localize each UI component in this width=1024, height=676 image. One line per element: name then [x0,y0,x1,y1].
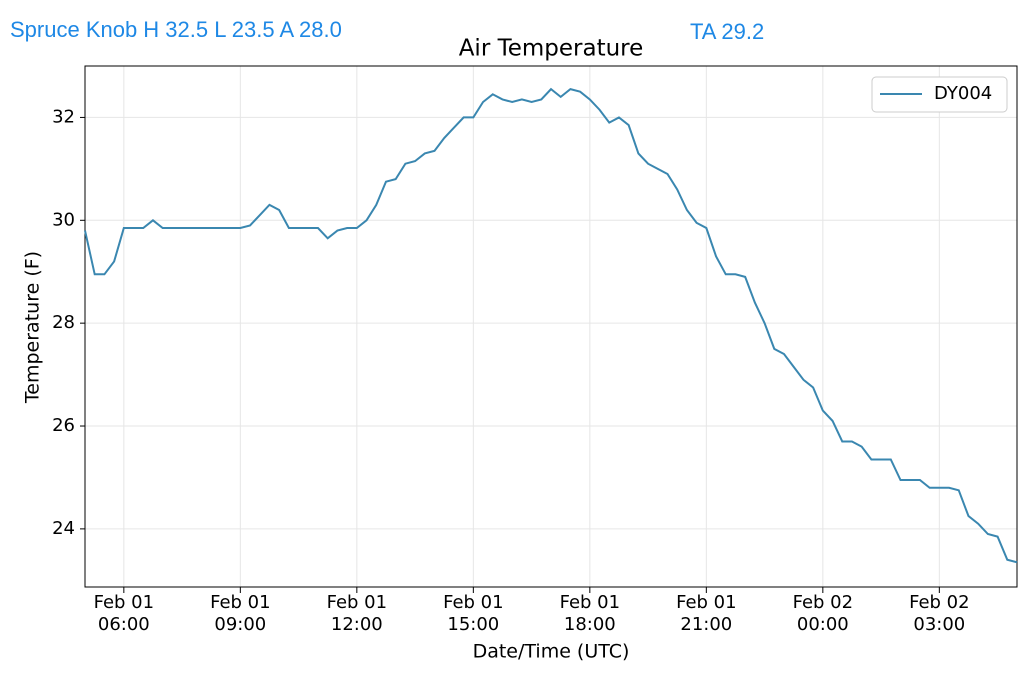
ta-value: TA 29.2 [690,19,764,44]
y-tick-label: 30 [52,209,75,230]
y-tick-label: 32 [52,106,75,127]
x-axis-label: Date/Time (UTC) [473,641,630,663]
x-tick-label: Feb 01 15:00 [443,592,504,635]
x-tick-label: Feb 02 00:00 [792,592,854,635]
x-tick-label: Feb 01 06:00 [93,592,155,635]
x-tick-label: Feb 01 12:00 [326,592,388,635]
x-tick-label: Feb 01 18:00 [559,592,621,635]
y-tick-label: 24 [52,518,75,539]
plot-frame [84,65,1018,588]
legend-box [871,76,1008,113]
y-tick-label: 28 [52,312,75,333]
legend-label: DY004 [934,83,992,104]
x-tick-label: Feb 01 09:00 [210,592,271,635]
x-tick-label: Feb 02 03:00 [909,592,970,635]
chart-title: Air Temperature [459,36,644,62]
y-axis-label: Temperature (F) [22,251,44,404]
y-tick-label: 26 [52,415,75,436]
station-summary: Spruce Knob H 32.5 L 23.5 A 28.0 [10,17,342,42]
x-tick-label: Feb 01 21:00 [676,592,737,635]
data-line [84,87,1018,564]
